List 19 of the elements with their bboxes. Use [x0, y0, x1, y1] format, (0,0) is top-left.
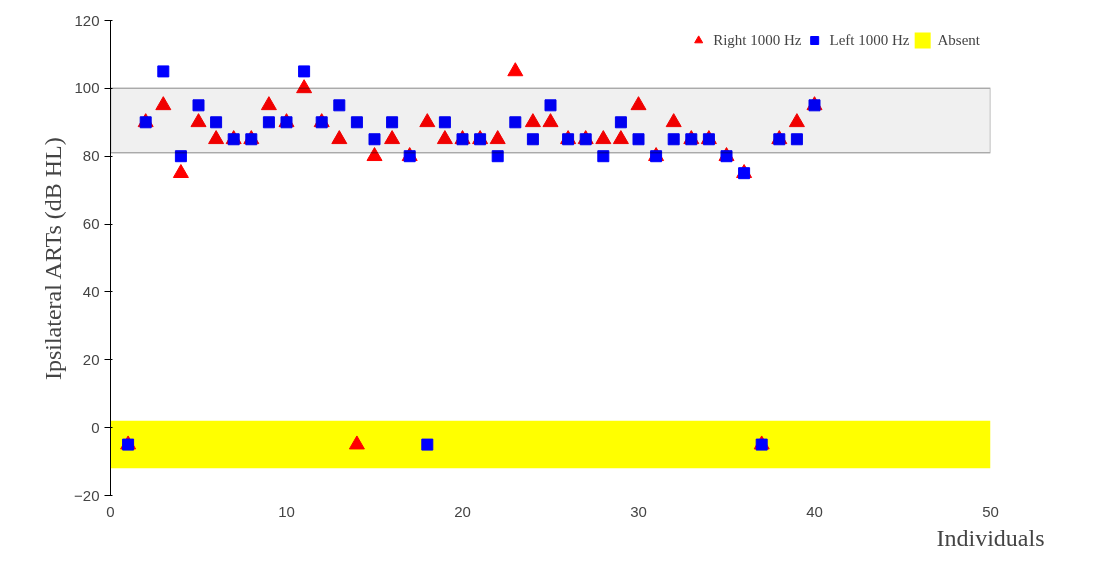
x-tick-label: 40 — [806, 502, 823, 520]
y-tick-label: 20 — [82, 350, 100, 368]
x-tick-label: 50 — [982, 502, 999, 520]
x-tick-label: 20 — [454, 502, 471, 520]
x-axis-title: Individuals — [936, 524, 1045, 551]
legend-label: Absent — [937, 31, 980, 49]
y-tick-label: 100 — [74, 79, 100, 97]
y-tick-label: −20 — [74, 486, 100, 504]
x-tick-label: 0 — [106, 502, 115, 520]
y-tick-label: 80 — [82, 147, 100, 165]
y-tick-label: 0 — [91, 418, 100, 436]
y-tick-label: 60 — [82, 215, 100, 233]
y-tick-label: 120 — [74, 11, 100, 29]
legend-label: Left 1000 Hz — [829, 31, 910, 49]
y-axis-title: Ipsilateral ARTs (dB HL) — [40, 137, 67, 381]
x-tick-label: 30 — [630, 502, 647, 520]
legend-label: Right 1000 Hz — [713, 31, 802, 49]
y-tick-label: 40 — [82, 282, 100, 300]
x-tick-label: 10 — [278, 502, 295, 520]
